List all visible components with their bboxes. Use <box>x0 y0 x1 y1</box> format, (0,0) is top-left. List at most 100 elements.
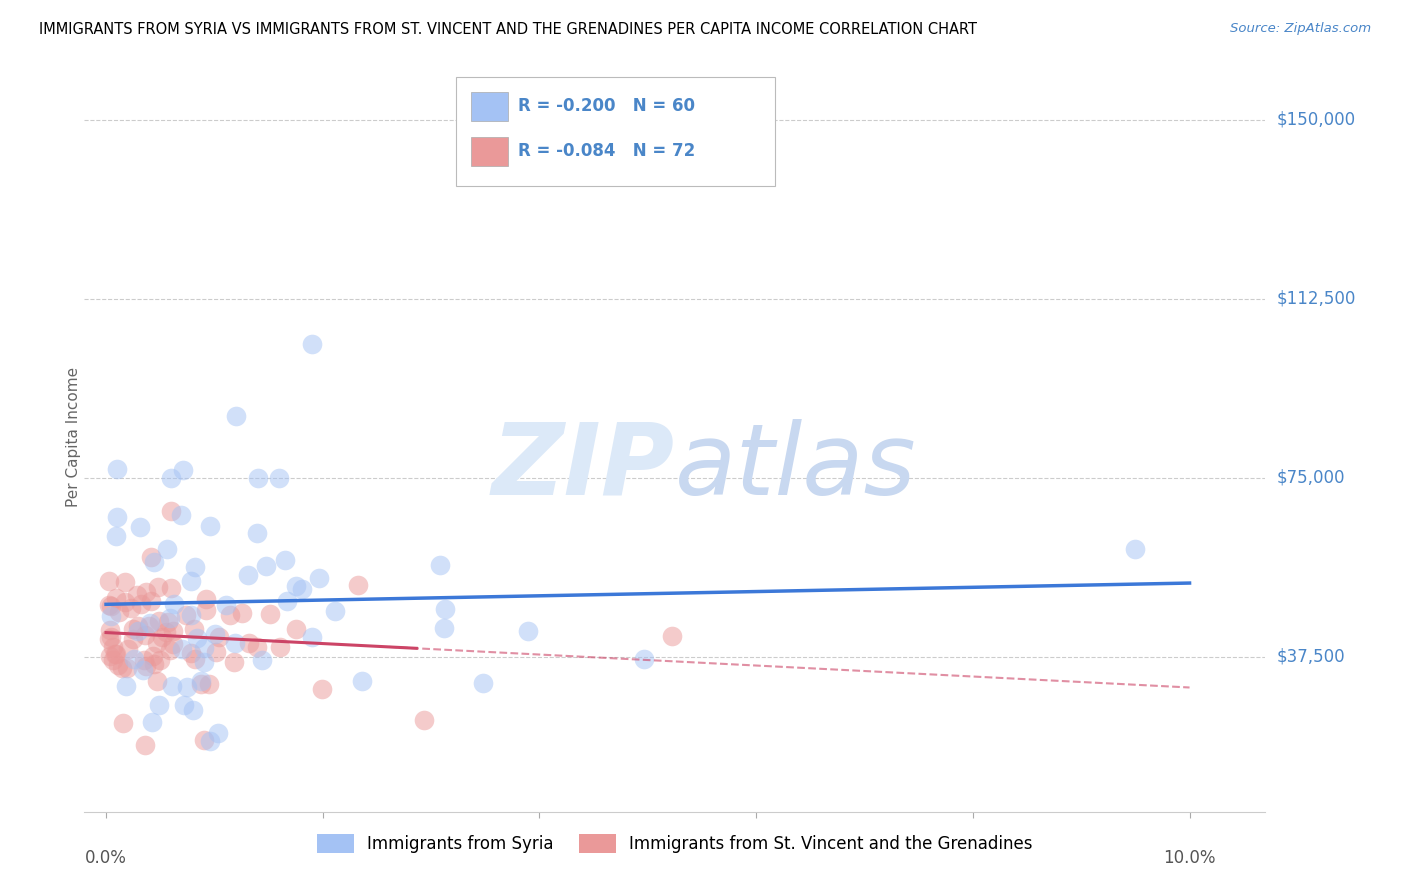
Point <box>114 595 136 609</box>
Point <box>193 655 215 669</box>
FancyBboxPatch shape <box>457 78 775 186</box>
Point <box>170 508 193 523</box>
Point <box>301 337 323 351</box>
Text: $150,000: $150,000 <box>1277 111 1355 128</box>
Point <box>215 598 238 612</box>
Point <box>98 632 121 646</box>
Point <box>429 558 451 572</box>
Bar <box>471 93 509 121</box>
Text: ZIP: ZIP <box>492 418 675 516</box>
Point <box>103 653 125 667</box>
Point <box>186 631 208 645</box>
Point <box>254 559 277 574</box>
Point <box>104 647 127 661</box>
Point <box>200 733 222 747</box>
Point <box>134 628 156 642</box>
Point <box>259 607 281 621</box>
Point <box>174 607 197 622</box>
Point <box>173 698 195 713</box>
Point <box>433 621 456 635</box>
Point <box>183 622 205 636</box>
Point <box>112 715 135 730</box>
Point <box>190 677 212 691</box>
Point <box>284 623 307 637</box>
Point <box>1125 542 1147 557</box>
Point <box>180 574 202 589</box>
Point <box>141 714 163 729</box>
Point <box>193 641 215 656</box>
Point <box>105 461 128 475</box>
Point <box>100 630 122 644</box>
Point <box>138 618 160 632</box>
Point <box>105 591 128 605</box>
Point <box>162 597 184 611</box>
Point <box>100 609 122 624</box>
Point <box>181 703 204 717</box>
Point <box>132 664 155 678</box>
Point <box>219 608 242 623</box>
Y-axis label: Per Capita Income: Per Capita Income <box>66 367 80 508</box>
Point <box>146 636 169 650</box>
Point <box>190 674 212 689</box>
Point <box>100 599 122 614</box>
Point <box>193 733 215 747</box>
Point <box>105 510 128 524</box>
Point <box>117 642 139 657</box>
Point <box>148 614 170 628</box>
Point <box>176 680 198 694</box>
Point <box>160 471 183 485</box>
Point <box>352 674 374 689</box>
Point <box>231 606 253 620</box>
Point <box>98 574 121 588</box>
Point <box>633 652 655 666</box>
Point <box>346 578 368 592</box>
Point <box>127 619 149 633</box>
Point <box>156 542 179 557</box>
Text: $75,000: $75,000 <box>1277 468 1346 487</box>
Point <box>139 550 162 565</box>
Text: R = -0.200   N = 60: R = -0.200 N = 60 <box>517 97 695 115</box>
Point <box>661 628 683 642</box>
Text: atlas: atlas <box>675 418 917 516</box>
Point <box>236 568 259 582</box>
Point <box>162 624 184 639</box>
Point <box>132 653 155 667</box>
Point <box>200 518 222 533</box>
Point <box>146 580 169 594</box>
Point <box>98 599 121 613</box>
Point <box>129 597 152 611</box>
Point <box>413 713 436 727</box>
Point <box>472 675 495 690</box>
Point <box>308 571 330 585</box>
Legend: Immigrants from Syria, Immigrants from St. Vincent and the Grenadines: Immigrants from Syria, Immigrants from S… <box>311 827 1039 860</box>
Point <box>149 653 172 667</box>
Text: 10.0%: 10.0% <box>1163 849 1216 867</box>
Point <box>180 646 202 660</box>
Point <box>238 636 260 650</box>
Point <box>127 624 149 639</box>
Point <box>108 605 131 619</box>
Point <box>269 470 291 484</box>
Point <box>105 647 128 661</box>
Point <box>135 585 157 599</box>
Point <box>160 504 183 518</box>
Point <box>142 648 165 663</box>
Point <box>122 622 145 636</box>
Point <box>128 520 150 534</box>
Point <box>325 604 347 618</box>
Point <box>208 630 231 644</box>
Point <box>269 640 291 654</box>
Point <box>517 624 540 638</box>
Point <box>139 616 162 631</box>
Point <box>170 641 193 656</box>
Point <box>246 526 269 541</box>
Point <box>225 409 247 423</box>
Point <box>285 579 308 593</box>
Point <box>159 643 181 657</box>
Point <box>122 652 145 666</box>
Point <box>204 627 226 641</box>
Point <box>160 679 183 693</box>
Point <box>141 593 163 607</box>
Text: $112,500: $112,500 <box>1277 290 1355 308</box>
Point <box>135 659 157 673</box>
